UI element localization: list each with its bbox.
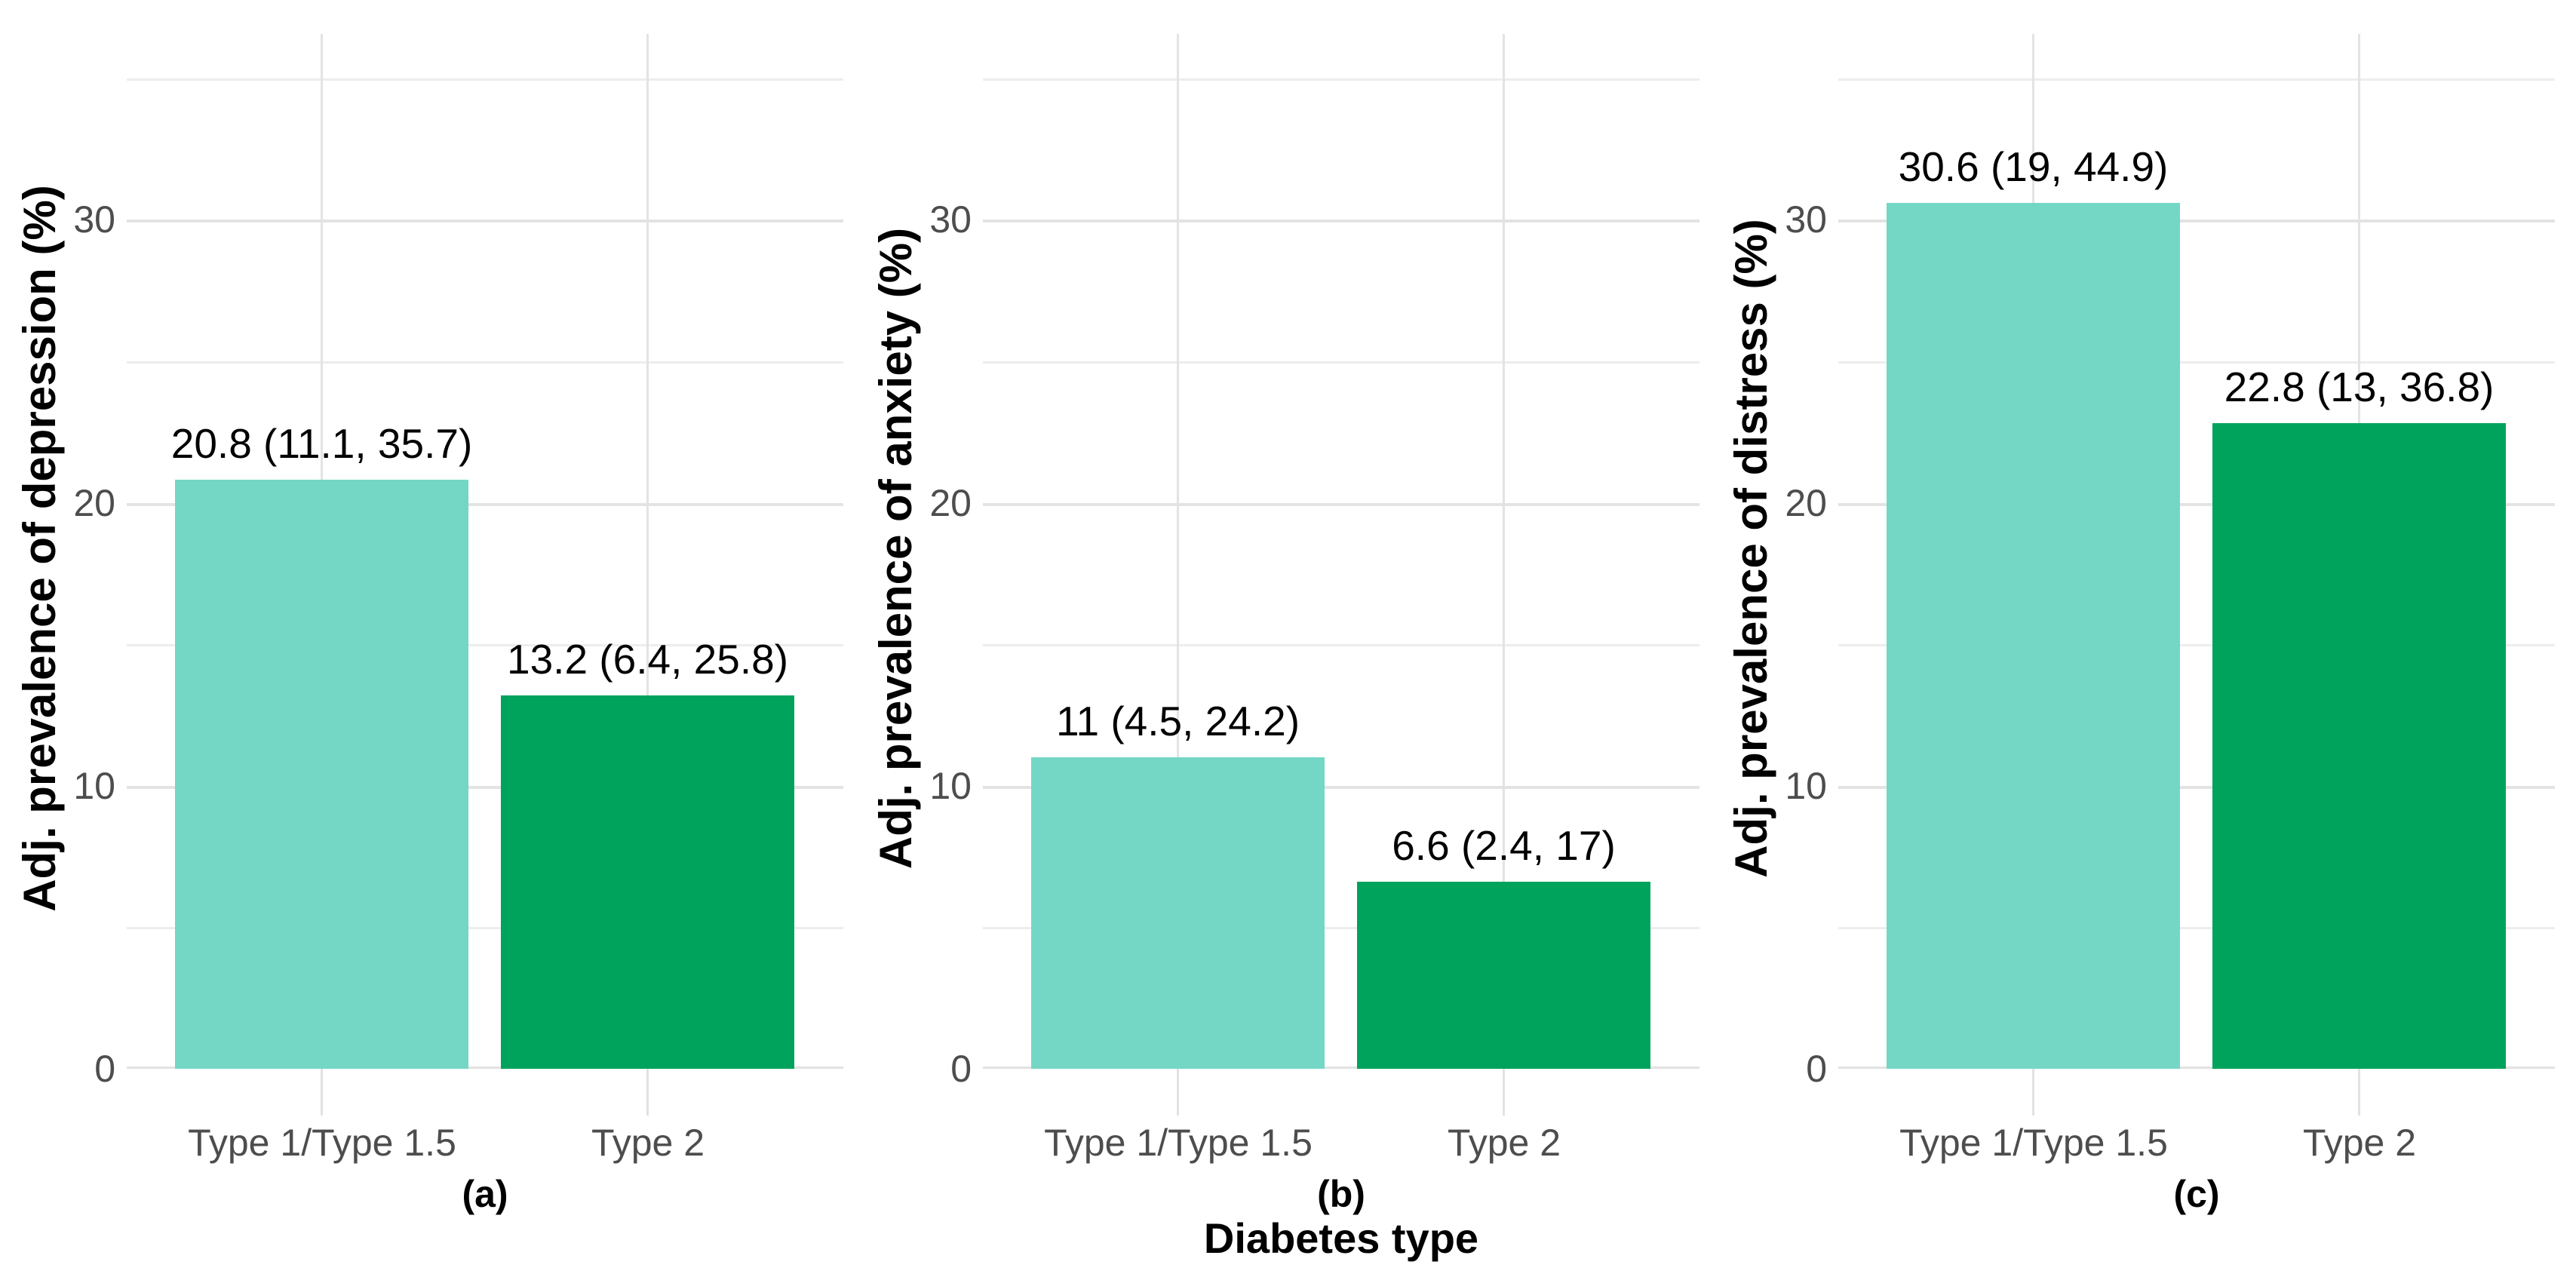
bar-value-label: 13.2 (6.4, 25.8) [506, 635, 789, 683]
plot-area-distress: 30.6 (19, 44.9) 22.8 (13, 36.8) [1838, 34, 2555, 1069]
y-tick-label-30: 30 [929, 198, 972, 241]
y-axis-title-depression: Adj. prevalence of depression (%) [14, 185, 65, 912]
y-tick-label-30: 30 [73, 198, 115, 241]
plot-area-anxiety: 11 (4.5, 24.2) 6.6 (2.4, 17) [983, 34, 1699, 1069]
gridline-minor-15 [127, 644, 843, 646]
gridline-vertical-type2 [646, 34, 649, 1069]
y-tick-label-0: 0 [94, 1048, 115, 1090]
x-axis-baseline [983, 1067, 1699, 1069]
y-tick-label-10: 10 [1785, 765, 1827, 807]
y-tick-label-20: 20 [73, 482, 115, 524]
bar-slot-type2: 22.8 (13, 36.8) [2212, 34, 2506, 1069]
gridline-minor-35 [127, 78, 843, 81]
bar-slot-type2: 13.2 (6.4, 25.8) [501, 34, 794, 1069]
y-axis-title-anxiety: Adj. prevalence of anxiety (%) [870, 227, 921, 870]
gridline-minor-25 [127, 361, 843, 364]
gridline-major-20 [127, 503, 843, 506]
x-tick-type2 [2358, 1069, 2360, 1116]
gridline-minor-35 [983, 78, 1699, 81]
panel-caption-c: (c) [2173, 1173, 2220, 1215]
y-tick-label-0: 0 [950, 1048, 972, 1090]
gridline-major-10 [127, 786, 843, 789]
gridline-major-20 [1838, 503, 2555, 506]
x-category-label-type1: Type 1/Type 1.5 [1044, 1122, 1313, 1164]
bar-depression-type1 [175, 480, 468, 1069]
gridline-minor-15 [1838, 644, 2555, 646]
gridline-minor-5 [983, 927, 1699, 929]
gridline-vertical-type2 [1503, 34, 1505, 1069]
x-tick-type1 [321, 1069, 323, 1116]
y-axis-title-distress: Adj. prevalence of distress (%) [1726, 219, 1776, 878]
gridline-major-10 [1838, 786, 2555, 789]
panel-caption-b: (b) [1317, 1173, 1365, 1215]
gridline-minor-25 [983, 361, 1699, 364]
y-tick-label-20: 20 [1785, 482, 1827, 524]
y-tick-label-20: 20 [929, 482, 972, 524]
bar-value-label: 30.6 (19, 44.9) [1898, 143, 2169, 190]
x-category-label-type2: Type 2 [591, 1122, 705, 1164]
gridline-major-30 [127, 219, 843, 223]
x-axis-baseline [127, 1067, 843, 1069]
y-tick-label-30: 30 [1785, 198, 1827, 241]
bar-value-label: 6.6 (2.4, 17) [1392, 822, 1616, 870]
x-category-label-type2: Type 2 [2302, 1122, 2417, 1164]
x-category-label-type1: Type 1/Type 1.5 [188, 1122, 456, 1164]
bar-slot-type1: 20.8 (11.1, 35.7) [171, 34, 472, 1069]
plot-area-depression: 20.8 (11.1, 35.7) 13.2 (6.4, 25.8) [127, 34, 843, 1069]
gridline-major-30 [1838, 219, 2555, 223]
y-tick-label-0: 0 [1806, 1048, 1827, 1090]
gridline-major-10 [983, 786, 1699, 789]
y-tick-label-10: 10 [929, 765, 972, 807]
y-tick-label-10: 10 [73, 765, 115, 807]
gridline-minor-25 [1838, 361, 2555, 364]
bar-value-label: 22.8 (13, 36.8) [2224, 364, 2495, 411]
gridline-minor-35 [1838, 78, 2555, 81]
x-axis-title: Diabetes type [1203, 1214, 1479, 1262]
x-tick-type1 [1177, 1069, 1179, 1116]
panel-caption-a: (a) [462, 1173, 508, 1215]
bar-value-label: 11 (4.5, 24.2) [1055, 698, 1300, 745]
gridline-major-30 [983, 219, 1699, 223]
bar-slot-type1: 30.6 (19, 44.9) [1887, 34, 2180, 1069]
bar-distress-type1 [1887, 202, 2180, 1069]
bar-slot-type1: 11 (4.5, 24.2) [1031, 34, 1325, 1069]
bar-anxiety-type1 [1031, 757, 1325, 1069]
gridline-minor-15 [983, 644, 1699, 646]
x-tick-type1 [2032, 1069, 2034, 1116]
bar-depression-type2 [501, 695, 794, 1069]
gridline-vertical-type1 [1177, 34, 1179, 1069]
bar-value-label: 20.8 (11.1, 35.7) [170, 420, 473, 468]
x-category-label-type1: Type 1/Type 1.5 [1899, 1122, 2168, 1164]
gridline-major-20 [983, 503, 1699, 506]
x-category-label-type2: Type 2 [1447, 1122, 1561, 1164]
bar-anxiety-type2 [1357, 882, 1650, 1069]
bar-distress-type2 [2212, 423, 2506, 1069]
x-axis-baseline [1838, 1067, 2555, 1069]
gridline-minor-5 [1838, 927, 2555, 929]
gridline-minor-5 [127, 927, 843, 929]
bar-slot-type2: 6.6 (2.4, 17) [1357, 34, 1650, 1069]
x-tick-type2 [646, 1069, 649, 1116]
x-tick-type2 [1503, 1069, 1505, 1116]
